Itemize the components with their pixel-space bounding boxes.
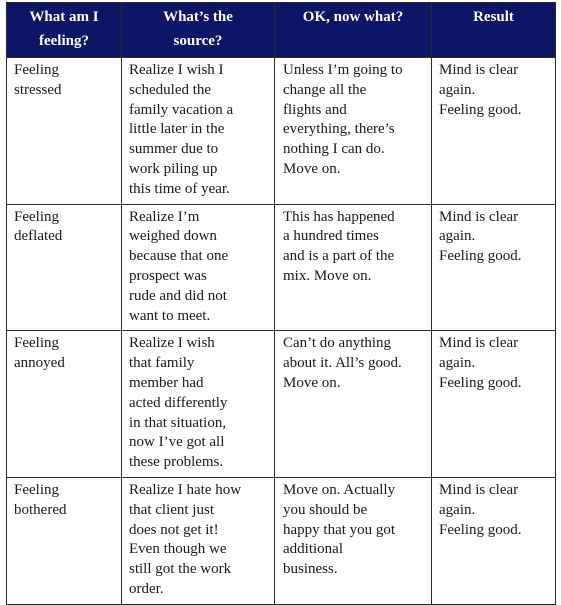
- table-row: Feeling annoyed Realize I wish that fami…: [6, 330, 556, 478]
- cell-source: Realize I wish I scheduled the family va…: [121, 57, 275, 205]
- cell-now-what: Unless I’m going to change all the fligh…: [274, 57, 432, 205]
- feelings-table: What am I feeling? What’s the source? OK…: [6, 2, 556, 605]
- cell-result: Mind is clear again. Feeling good.: [431, 476, 556, 605]
- header-row: What am I feeling? What’s the source? OK…: [6, 2, 556, 58]
- cell-now-what: This has happened a hundred times and is…: [274, 203, 432, 332]
- table-row: Feeling deflated Realize I’m weighed dow…: [6, 203, 556, 332]
- cell-source: Realize I wish that family member had ac…: [121, 330, 275, 478]
- cell-result: Mind is clear again. Feeling good.: [431, 330, 556, 478]
- document: What am I feeling? What’s the source? OK…: [6, 2, 556, 605]
- header-source: What’s the source?: [121, 2, 275, 58]
- cell-result: Mind is clear again. Feeling good.: [431, 57, 556, 205]
- cell-feeling: Feeling stressed: [6, 57, 122, 205]
- header-feeling: What am I feeling?: [6, 2, 122, 58]
- cell-feeling: Feeling deflated: [6, 203, 122, 332]
- cell-feeling: Feeling annoyed: [6, 330, 122, 478]
- header-now-what: OK, now what?: [274, 2, 432, 58]
- cell-result: Mind is clear again. Feeling good.: [431, 203, 556, 332]
- cell-source: Realize I hate how that client just does…: [121, 476, 275, 605]
- header-result: Result: [431, 2, 556, 58]
- table-row: Feeling stressed Realize I wish I schedu…: [6, 57, 556, 205]
- cell-now-what: Can’t do anything about it. All’s good. …: [274, 330, 432, 478]
- table-row: Feeling bothered Realize I hate how that…: [6, 476, 556, 605]
- cell-feeling: Feeling bothered: [6, 476, 122, 605]
- cell-source: Realize I’m weighed down because that on…: [121, 203, 275, 332]
- cell-now-what: Move on. Actually you should be happy th…: [274, 476, 432, 605]
